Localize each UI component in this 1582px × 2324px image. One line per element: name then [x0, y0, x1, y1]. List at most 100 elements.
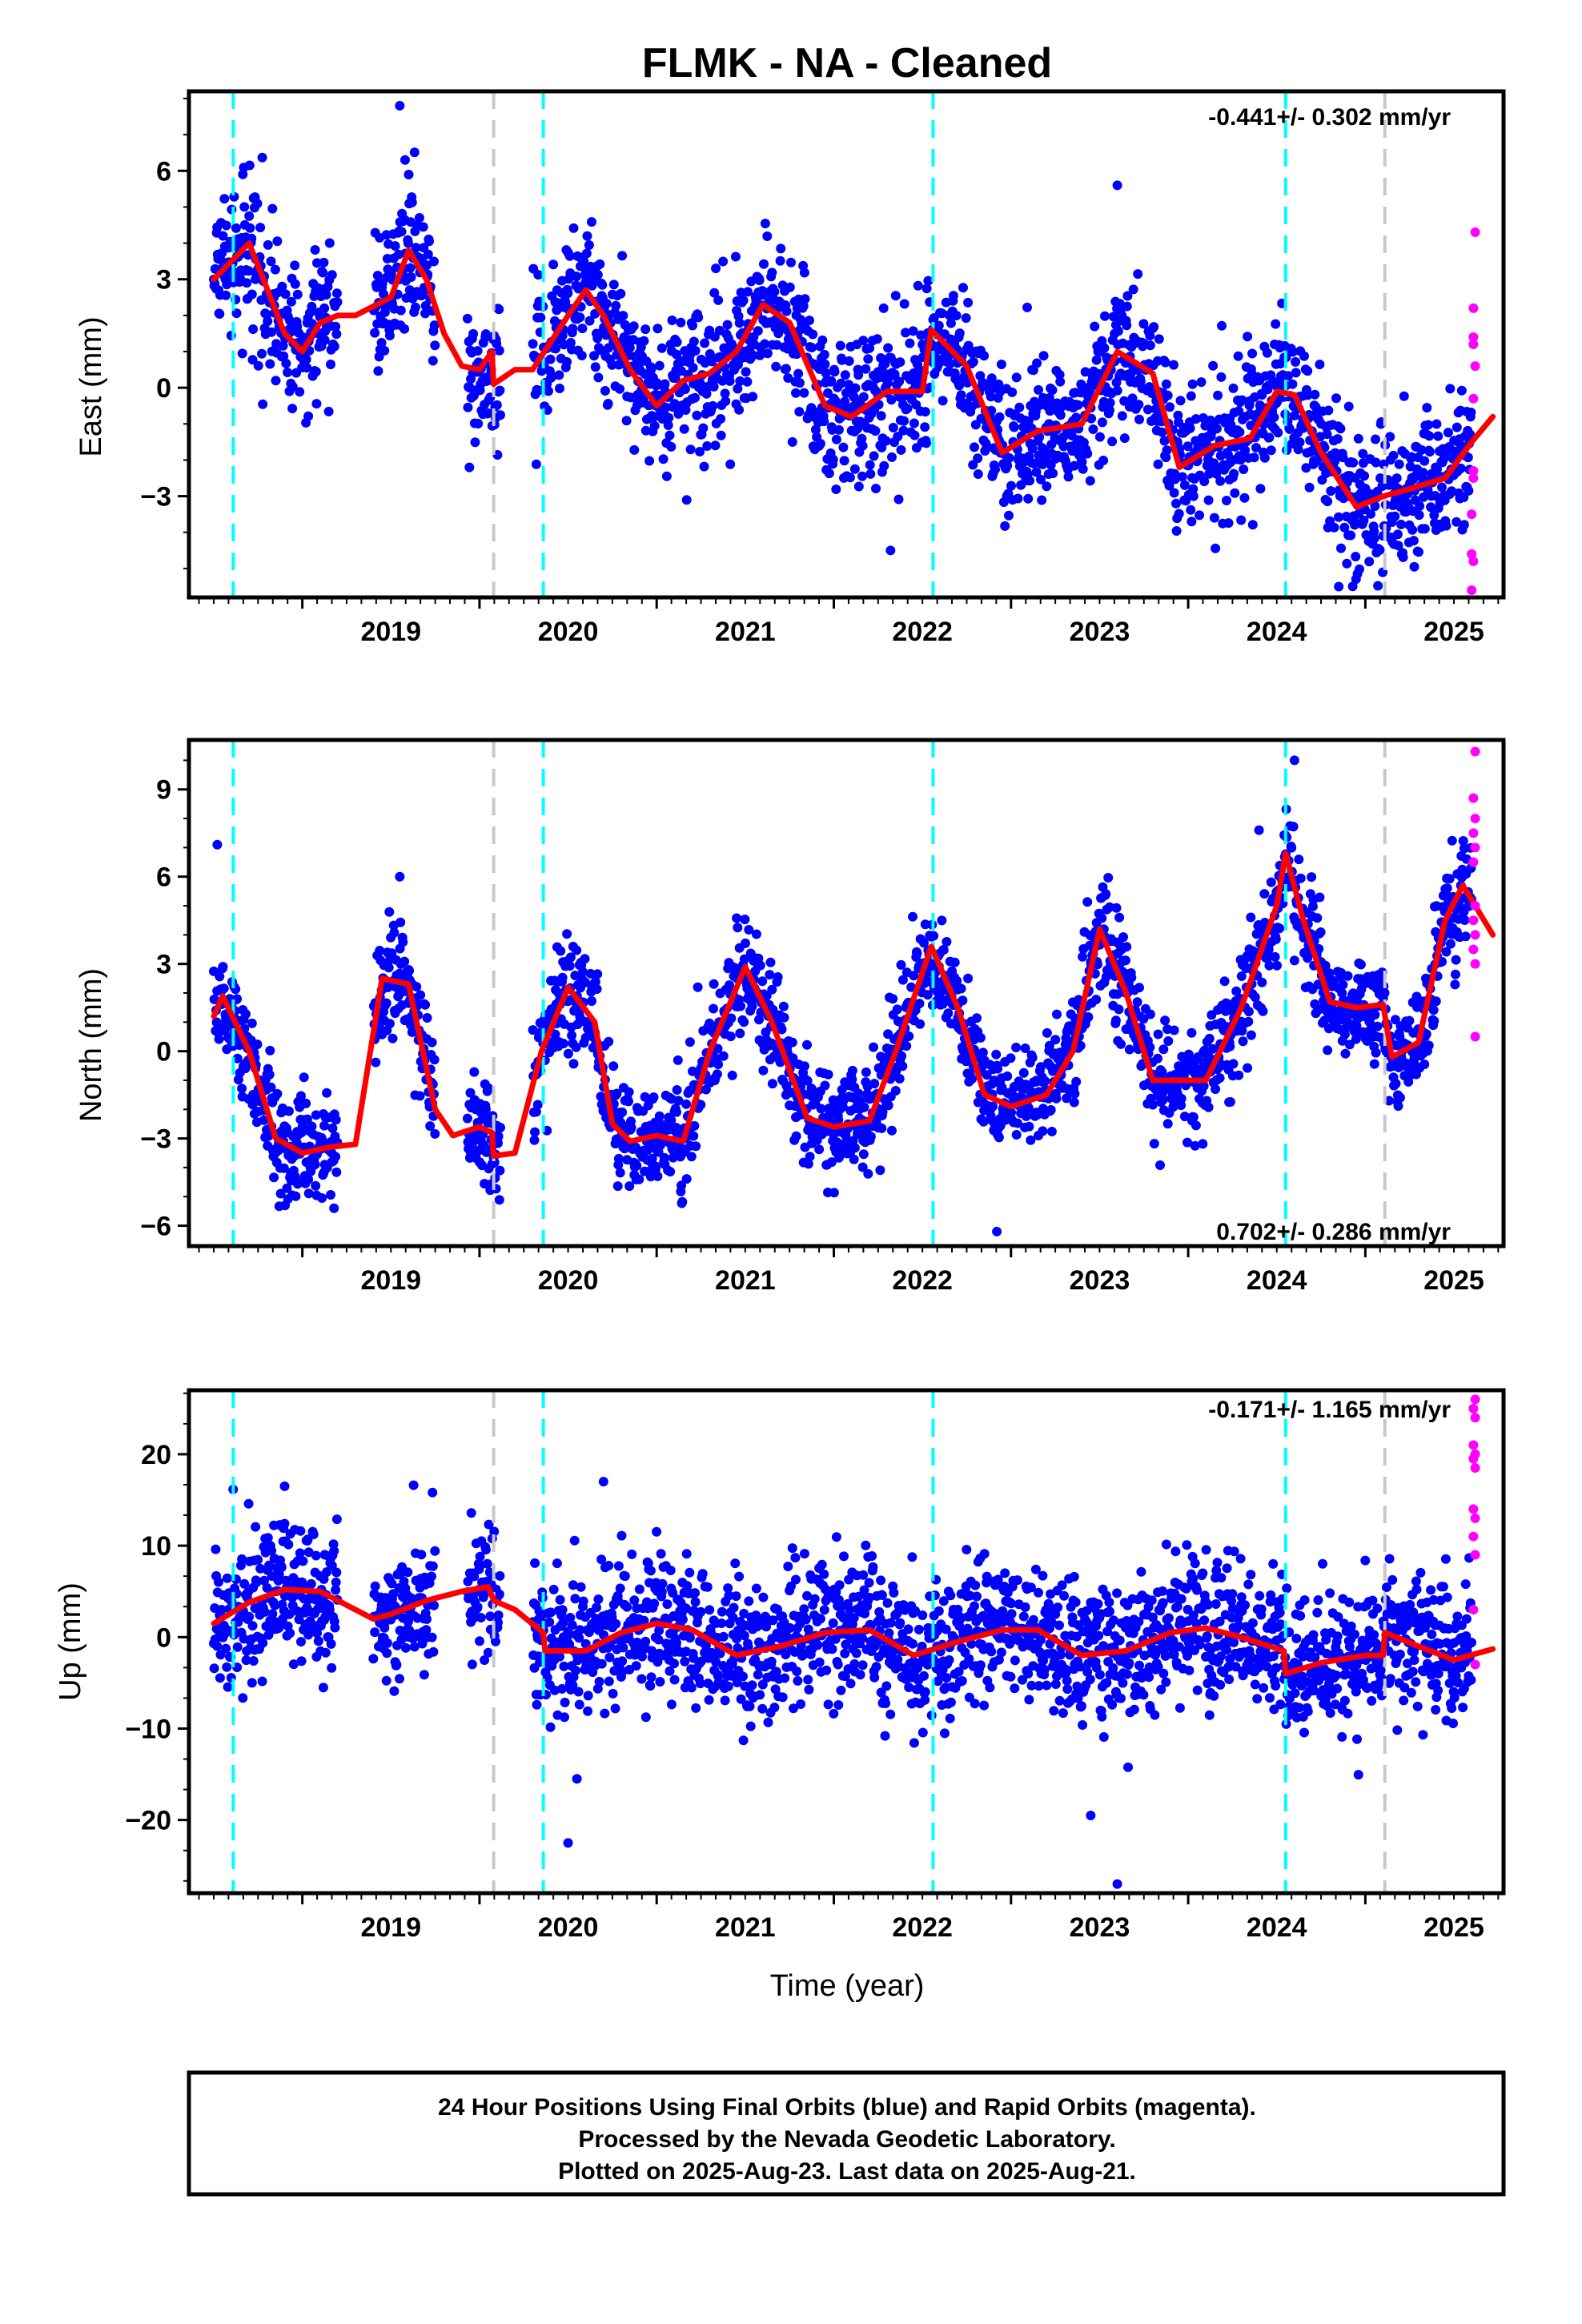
- east-final-orbit-point: [310, 245, 320, 255]
- north-final-orbit-point: [395, 871, 405, 882]
- north-final-orbit-point: [1112, 989, 1122, 999]
- east-final-orbit-point: [1424, 447, 1435, 457]
- north-final-orbit-point: [483, 1083, 493, 1093]
- north-final-orbit-point: [689, 1120, 700, 1131]
- east-final-orbit-point: [881, 436, 891, 446]
- east-final-orbit-point: [587, 217, 596, 227]
- east-final-orbit-point: [741, 367, 751, 377]
- east-final-orbit-point: [783, 373, 793, 383]
- east-final-orbit-point: [1334, 512, 1343, 522]
- up-final-orbit-point: [285, 1628, 295, 1638]
- east-final-orbit-point: [762, 348, 773, 359]
- east-final-orbit-point: [331, 321, 341, 332]
- north-final-orbit-point: [869, 1079, 880, 1089]
- east-final-orbit-point: [1251, 443, 1261, 452]
- east-final-orbit-point: [1358, 448, 1368, 459]
- east-y-tick-label: 6: [156, 156, 171, 187]
- north-final-orbit-point: [1011, 1043, 1022, 1052]
- east-final-orbit-point: [1247, 348, 1258, 359]
- north-final-orbit-point: [237, 1084, 247, 1094]
- east-final-orbit-point: [575, 312, 585, 323]
- east-final-orbit-point: [879, 460, 889, 471]
- north-final-orbit-point: [994, 1132, 1004, 1143]
- east-final-orbit-point: [1004, 510, 1014, 521]
- east-final-orbit-point: [1134, 414, 1144, 424]
- north-final-orbit-point: [1040, 1076, 1050, 1087]
- east-final-orbit-point: [1416, 444, 1427, 455]
- east-final-orbit-point: [865, 343, 875, 353]
- up-final-orbit-point: [259, 1575, 269, 1586]
- east-final-orbit-point: [562, 356, 572, 367]
- east-final-orbit-point: [1186, 505, 1196, 515]
- east-final-orbit-point: [1390, 511, 1400, 521]
- north-final-orbit-point: [857, 1162, 868, 1172]
- east-final-orbit-point: [307, 301, 317, 312]
- north-final-orbit-point: [975, 1032, 986, 1043]
- north-final-orbit-point: [1208, 1043, 1219, 1054]
- north-final-orbit-point: [767, 984, 777, 995]
- up-final-orbit-point: [223, 1682, 233, 1692]
- north-final-orbit-point: [920, 919, 930, 930]
- north-final-orbit-point: [272, 1088, 283, 1099]
- east-rapid-orbit-point: [1467, 585, 1477, 595]
- east-final-orbit-point: [994, 412, 1005, 422]
- north-final-orbit-point: [550, 1029, 560, 1039]
- east-final-orbit-point: [913, 280, 923, 291]
- north-final-orbit-point: [909, 971, 919, 981]
- east-final-orbit-point: [836, 378, 846, 388]
- north-final-orbit-point: [1428, 1005, 1439, 1015]
- north-final-orbit-point: [1246, 1030, 1256, 1040]
- north-final-orbit-point: [495, 1165, 505, 1176]
- north-final-orbit-point: [1266, 877, 1276, 887]
- east-final-orbit-point: [555, 384, 564, 393]
- north-x-tick-label: 2021: [715, 1265, 776, 1296]
- east-final-orbit-point: [589, 351, 599, 361]
- east-final-orbit-point: [528, 339, 538, 349]
- east-final-orbit-point: [332, 297, 343, 308]
- east-final-orbit-point: [808, 329, 818, 340]
- north-final-orbit-point: [741, 938, 750, 948]
- east-final-orbit-point: [644, 456, 655, 466]
- east-final-orbit-point: [473, 419, 484, 428]
- east-final-orbit-point: [760, 339, 770, 349]
- north-final-orbit-point: [858, 1149, 869, 1160]
- north-final-orbit-point: [1220, 1021, 1231, 1031]
- up-final-orbit-point: [296, 1637, 306, 1647]
- north-final-orbit-point: [1075, 1040, 1086, 1051]
- north-final-orbit-point: [1038, 1126, 1048, 1136]
- east-final-orbit-point: [1034, 384, 1043, 395]
- east-final-orbit-point: [592, 270, 603, 280]
- north-final-orbit-point: [732, 913, 742, 923]
- north-final-orbit-point: [897, 1051, 907, 1061]
- east-final-orbit-point: [1233, 351, 1243, 361]
- north-final-orbit-point: [1198, 1139, 1208, 1149]
- north-final-orbit-point: [726, 1013, 737, 1023]
- up-final-orbit-point: [267, 1546, 277, 1556]
- east-final-orbit-point: [829, 367, 840, 377]
- north-final-orbit-point: [1042, 1027, 1052, 1038]
- east-final-orbit-point: [1424, 431, 1435, 441]
- up-final-orbit-point: [295, 1526, 306, 1536]
- up-final-orbit-point: [382, 1648, 392, 1659]
- east-final-orbit-point: [331, 288, 342, 299]
- east-final-orbit-point: [265, 359, 275, 369]
- east-final-orbit-point: [548, 259, 559, 270]
- east-final-orbit-point: [673, 408, 684, 419]
- east-final-orbit-point: [1239, 493, 1250, 503]
- east-final-orbit-point: [231, 223, 241, 233]
- east-final-orbit-point: [278, 340, 288, 351]
- north-final-orbit-point: [1051, 1093, 1062, 1104]
- north-final-orbit-point: [755, 960, 765, 971]
- east-final-orbit-point: [968, 460, 978, 470]
- east-final-orbit-point: [1128, 284, 1138, 295]
- north-final-orbit-point: [1238, 1036, 1248, 1047]
- east-final-orbit-point: [242, 278, 252, 288]
- north-final-orbit-point: [429, 1055, 440, 1065]
- north-final-orbit-point: [1027, 1052, 1038, 1063]
- east-final-orbit-point: [772, 340, 782, 350]
- east-final-orbit-point: [1145, 331, 1155, 341]
- north-final-orbit-point: [247, 1018, 257, 1028]
- east-final-orbit-point: [545, 354, 556, 364]
- east-final-orbit-point: [1031, 467, 1042, 477]
